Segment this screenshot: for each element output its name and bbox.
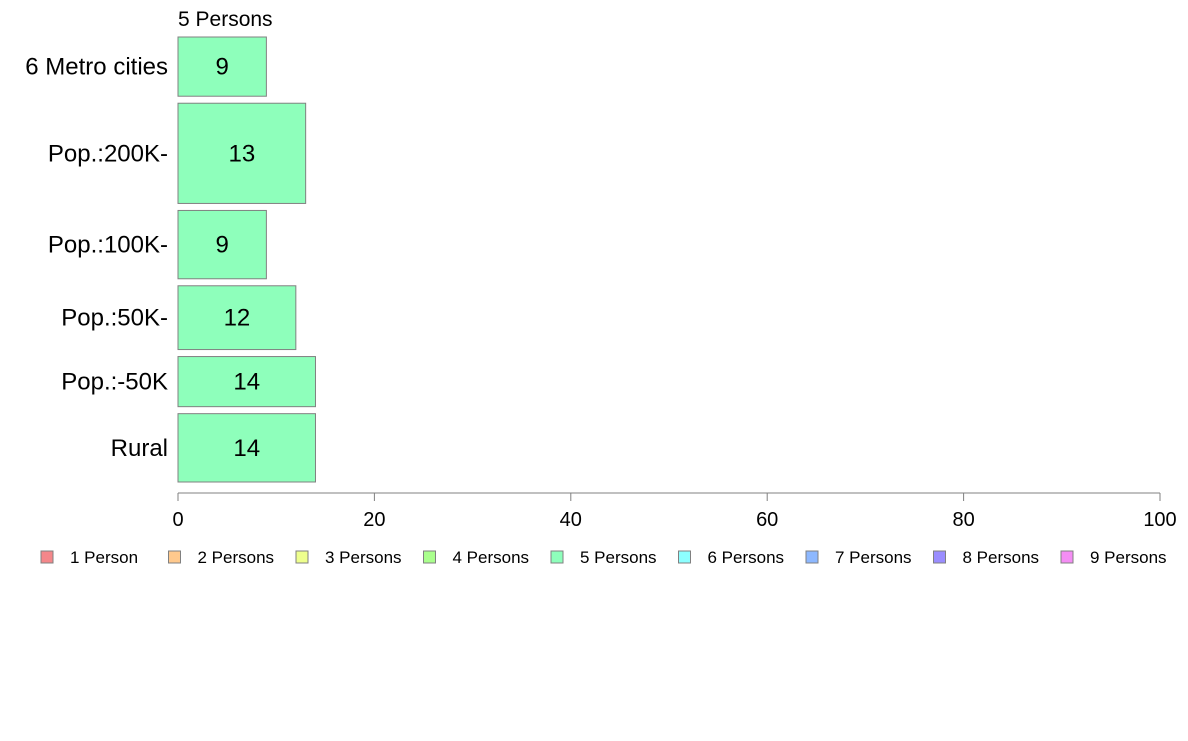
legend-label: 9 Persons [1090, 548, 1167, 567]
category-label: Pop.:-50K [61, 369, 168, 396]
legend-label: 7 Persons [835, 548, 912, 567]
category-label: Pop.:200K- [48, 140, 168, 167]
legend: 1 Person 2 Persons 3 Persons 4 Persons 5 Per… [40, 548, 1167, 567]
category-label: Pop.:50K- [61, 305, 168, 332]
bar [177, 36, 267, 97]
bar-value-label: 13 [228, 140, 255, 167]
bar-value-label: 14 [233, 435, 260, 462]
legend-label: 6 Persons [708, 548, 785, 567]
legend-label: 3 Persons [325, 548, 402, 567]
x-tick-label: 80 [952, 509, 974, 531]
legend-label: 1 Person [70, 548, 138, 567]
bar-value-label: 9 [216, 232, 229, 259]
legend-label: 5 Persons [580, 548, 657, 567]
category-label: Pop.:100K- [48, 232, 168, 259]
bar-value-label: 9 [216, 54, 229, 81]
legend-swatch [40, 550, 54, 564]
bars-layer: 9 6 Metro cities 13 Pop.:200K- 9 Pop.:100K- 12… [25, 36, 316, 483]
bar [177, 356, 316, 408]
x-axis: 0 20 40 60 80 100 [172, 492, 1177, 531]
x-tick-label: 100 [1143, 509, 1176, 531]
legend-swatch [423, 550, 436, 564]
legend-swatch [168, 550, 181, 564]
x-tick-label: 40 [560, 509, 582, 531]
legend-swatch [550, 550, 564, 564]
legend-swatch [1060, 550, 1074, 564]
legend-swatch [933, 550, 946, 564]
category-label: 6 Metro cities [25, 54, 168, 81]
series-header: 5 Persons [178, 8, 273, 31]
bar-value-label: 14 [233, 369, 260, 396]
legend-swatch [295, 550, 309, 564]
bar [177, 285, 297, 351]
bar [177, 102, 307, 204]
legend-label: 4 Persons [453, 548, 530, 567]
x-tick-label: 0 [172, 509, 183, 531]
x-tick-label: 60 [756, 509, 778, 531]
bar [177, 209, 267, 280]
legend-label: 2 Persons [198, 548, 275, 567]
bar [177, 413, 316, 483]
legend-swatch [805, 550, 819, 564]
category-label: Rural [111, 435, 168, 462]
bar-value-label: 12 [224, 305, 251, 332]
legend-label: 8 Persons [963, 548, 1040, 567]
legend-swatch [678, 550, 691, 564]
x-tick-label: 20 [363, 509, 385, 531]
